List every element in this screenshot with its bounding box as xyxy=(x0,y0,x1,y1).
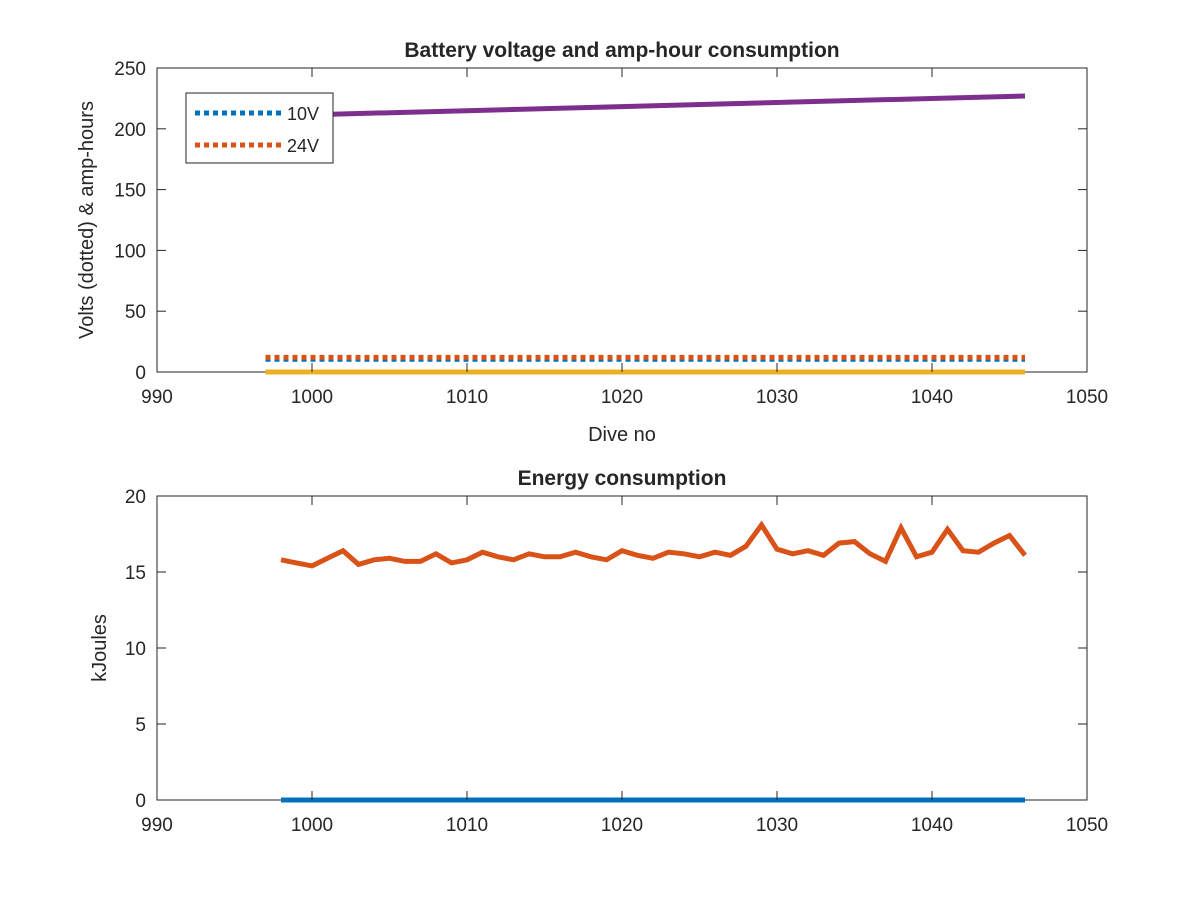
y-tick-label: 200 xyxy=(114,120,146,141)
chart-title-energy: Energy consumption xyxy=(518,467,727,490)
legend-voltage: 10V 24V xyxy=(185,92,334,164)
ticks-voltage xyxy=(156,67,1088,373)
x-tick-label: 1030 xyxy=(756,387,798,408)
x-tick-label: 1020 xyxy=(601,387,643,408)
x-tick-label: 1040 xyxy=(911,815,953,836)
x-tick-label: 1030 xyxy=(756,815,798,836)
y-axis-label-voltage: Volts (dotted) & amp-hours xyxy=(76,101,98,339)
y-tick-label: 100 xyxy=(114,241,146,262)
y-axis-label-energy: kJoules xyxy=(89,614,111,682)
y-tick-label: 20 xyxy=(125,487,146,508)
tick-labels-energy: 990 1000 1010 1020 1030 1040 1050 0 5 10 15 20 xyxy=(125,487,1108,836)
x-tick-label: 990 xyxy=(141,387,173,408)
legend-label-10v: 10V xyxy=(287,104,319,124)
x-tick-label: 1050 xyxy=(1066,387,1108,408)
x-tick-label: 1050 xyxy=(1066,815,1108,836)
x-tick-label: 990 xyxy=(141,815,173,836)
series-group-voltage xyxy=(265,93,1026,375)
series-line-voltage-3 xyxy=(265,93,1026,119)
chart-title-voltage: Battery voltage and amp-hour consumption xyxy=(404,39,839,62)
x-tick-label: 1000 xyxy=(291,815,333,836)
x-tick-label: 1020 xyxy=(601,815,643,836)
chart-voltage: 990 1000 1010 1020 1030 1040 1050 0 50 100 150 200 2… xyxy=(76,39,1108,446)
series-group-energy xyxy=(280,520,1027,803)
y-tick-label: 15 xyxy=(125,563,146,584)
x-tick-label: 1010 xyxy=(446,387,488,408)
legend-box xyxy=(185,92,334,164)
y-tick-label: 0 xyxy=(135,363,146,384)
chart-energy: 990 1000 1010 1020 1030 1040 1050 0 5 10 15 20 Ener… xyxy=(89,467,1108,836)
tick-labels-voltage: 990 1000 1010 1020 1030 1040 1050 0 50 100 150 200 2… xyxy=(114,59,1108,408)
y-tick-label: 10 xyxy=(125,639,146,660)
legend-label-24v: 24V xyxy=(287,136,319,156)
x-axis-label-voltage: Dive no xyxy=(588,424,656,446)
y-tick-label: 150 xyxy=(114,181,146,202)
y-tick-label: 5 xyxy=(135,715,146,736)
series-line-energy-1 xyxy=(280,520,1027,569)
x-tick-label: 1000 xyxy=(291,387,333,408)
y-tick-label: 0 xyxy=(135,791,146,812)
ticks-energy xyxy=(156,495,1088,801)
x-tick-label: 1040 xyxy=(911,387,953,408)
y-tick-label: 250 xyxy=(114,59,146,80)
y-tick-label: 50 xyxy=(125,302,146,323)
x-tick-label: 1010 xyxy=(446,815,488,836)
plot-area-energy xyxy=(156,495,1088,801)
